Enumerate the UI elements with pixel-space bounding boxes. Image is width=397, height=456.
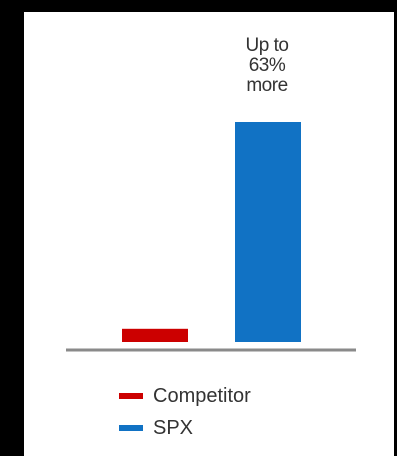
legend-label-spx: SPX [153, 416, 194, 439]
legend: Competitor SPX [119, 380, 251, 444]
bar-competitor [122, 328, 188, 342]
legend-label-competitor: Competitor [153, 384, 251, 407]
annotation-line-1: Up to [245, 35, 289, 56]
legend-swatch-competitor [119, 393, 143, 399]
bar-spx [235, 122, 301, 342]
bar-annotation: Up to 63% more [220, 36, 314, 96]
annotation-line-3: more [246, 75, 288, 96]
legend-swatch-spx [119, 425, 143, 431]
chart-panel [24, 12, 394, 456]
legend-item-competitor: Competitor [119, 380, 251, 412]
legend-item-spx: SPX [119, 412, 251, 444]
annotation-line-2: 63% [248, 55, 286, 76]
